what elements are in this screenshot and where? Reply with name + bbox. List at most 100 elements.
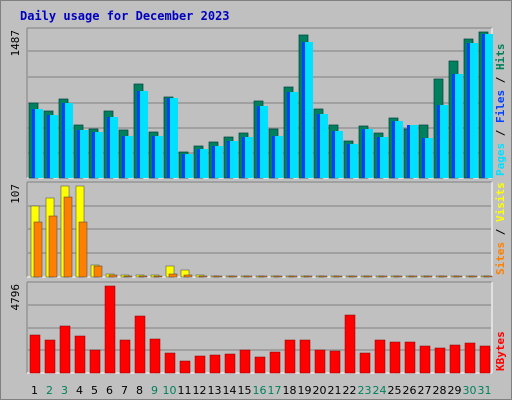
bar-pages-day-28	[440, 105, 448, 178]
day-label-23: 23	[358, 384, 372, 397]
day-label-15: 15	[238, 384, 252, 397]
bar-pages-day-11	[185, 154, 193, 178]
day-label-14: 14	[223, 384, 237, 397]
panel-kbytes-max-label: 4796	[9, 284, 22, 311]
day-label-4: 4	[76, 384, 83, 397]
day-label-30: 30	[463, 384, 477, 397]
bar-kbytes-day-15	[239, 349, 251, 374]
bar-kbytes-day-28	[434, 347, 446, 374]
day-label-27: 27	[418, 384, 432, 397]
bar-kbytes-day-11	[179, 360, 191, 374]
panel-sites-visits-max-label: 107	[9, 184, 22, 204]
bar-kbytes-day-1	[29, 334, 41, 374]
legend-separator: /	[494, 123, 507, 143]
day-label-2: 2	[46, 384, 53, 397]
bar-pages-day-4	[80, 130, 88, 178]
bar-pages-day-8	[140, 91, 148, 178]
bar-sites-day-19	[303, 275, 313, 278]
day-label-22: 22	[343, 384, 357, 397]
bar-kbytes-day-4	[74, 335, 86, 374]
bar-sites-day-20	[318, 275, 328, 278]
bar-sites-day-22	[348, 275, 358, 278]
bar-sites-day-24	[378, 275, 388, 278]
bar-pages-day-27	[425, 138, 433, 178]
day-label-29: 29	[448, 384, 462, 397]
day-label-18: 18	[283, 384, 297, 397]
bar-pages-day-10	[170, 98, 178, 178]
day-label-11: 11	[178, 384, 192, 397]
bar-pages-day-13	[215, 146, 223, 178]
bar-pages-day-9	[155, 136, 163, 178]
legend-hits: Hits	[494, 44, 507, 71]
day-label-21: 21	[328, 384, 342, 397]
bar-pages-day-31	[485, 34, 493, 178]
day-label-6: 6	[106, 384, 113, 397]
bar-kbytes-day-3	[59, 325, 71, 374]
bar-pages-day-25	[395, 121, 403, 178]
day-label-8: 8	[136, 384, 143, 397]
bar-kbytes-day-26	[404, 341, 416, 374]
bar-pages-day-3	[65, 103, 73, 178]
day-label-7: 7	[121, 384, 128, 397]
bar-kbytes-day-30	[464, 342, 476, 374]
bar-kbytes-day-10	[164, 352, 176, 374]
bar-pages-day-26	[410, 125, 418, 178]
chart-title: Daily usage for December 2023	[20, 9, 230, 23]
day-label-31: 31	[478, 384, 492, 397]
bar-pages-day-6	[110, 117, 118, 178]
bar-sites-day-15	[243, 275, 253, 278]
bar-sites-day-16	[258, 275, 268, 278]
bar-sites-day-4	[78, 221, 88, 278]
bar-kbytes-day-2	[44, 339, 56, 374]
bar-kbytes-day-16	[254, 356, 266, 374]
bar-sites-day-10	[168, 273, 178, 278]
day-label-1: 1	[31, 384, 38, 397]
legend-sites: Sites	[494, 242, 507, 275]
bar-kbytes-day-31	[479, 345, 491, 374]
day-label-13: 13	[208, 384, 222, 397]
bar-pages-day-16	[260, 106, 268, 178]
panel-hits-files-pages-legend: Pages / Files / Hits	[494, 44, 507, 177]
bar-kbytes-day-25	[389, 341, 401, 374]
panel-kbytes-legend: KBytes	[494, 331, 507, 371]
bar-sites-day-12	[198, 275, 208, 278]
bar-pages-day-20	[320, 114, 328, 178]
bar-kbytes-day-9	[149, 338, 161, 374]
legend-files: Files	[494, 90, 507, 123]
bar-kbytes-day-7	[119, 339, 131, 374]
day-label-12: 12	[193, 384, 207, 397]
bar-pages-day-23	[365, 129, 373, 178]
bar-kbytes-day-20	[314, 349, 326, 374]
day-label-16: 16	[253, 384, 267, 397]
bar-sites-day-23	[363, 275, 373, 278]
bar-pages-day-15	[245, 137, 253, 178]
bar-kbytes-day-5	[89, 349, 101, 374]
day-label-20: 20	[313, 384, 327, 397]
bar-kbytes-day-6	[104, 285, 116, 374]
bar-pages-day-24	[380, 137, 388, 178]
day-label-3: 3	[61, 384, 68, 397]
bar-sites-day-1	[33, 221, 43, 278]
bar-pages-day-18	[290, 92, 298, 178]
bar-kbytes-day-13	[209, 354, 221, 374]
day-label-24: 24	[373, 384, 387, 397]
bar-kbytes-day-12	[194, 355, 206, 374]
bar-kbytes-day-19	[299, 339, 311, 374]
bar-pages-day-14	[230, 141, 238, 178]
day-label-28: 28	[433, 384, 447, 397]
bar-pages-day-17	[275, 136, 283, 178]
bar-sites-day-17	[273, 275, 283, 278]
bar-sites-day-2	[48, 215, 58, 278]
panel-sites-visits-legend: Sites / Visits	[494, 182, 507, 275]
bar-kbytes-day-21	[329, 350, 341, 374]
day-label-10: 10	[163, 384, 177, 397]
bar-pages-day-2	[50, 115, 58, 178]
bar-kbytes-day-29	[449, 344, 461, 374]
bar-sites-day-21	[333, 275, 343, 278]
bar-kbytes-day-8	[134, 315, 146, 374]
bar-kbytes-day-17	[269, 351, 281, 374]
bar-sites-day-27	[423, 275, 433, 278]
day-label-25: 25	[388, 384, 402, 397]
bar-sites-day-3	[63, 196, 73, 278]
